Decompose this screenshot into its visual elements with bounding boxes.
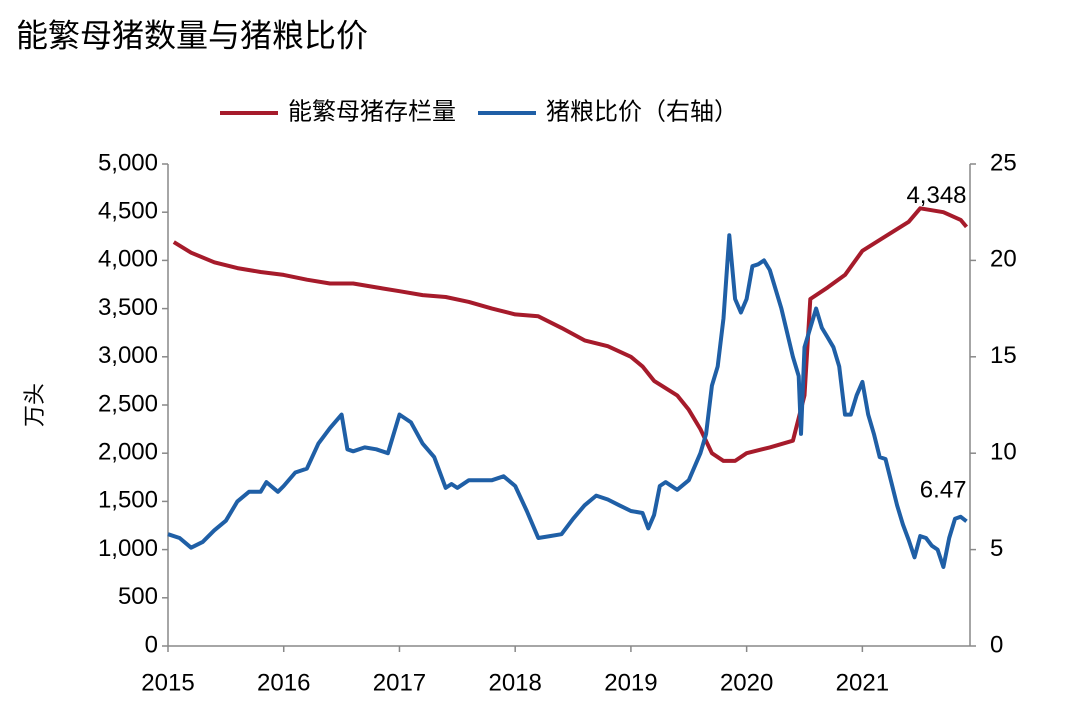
y2-tick-label: 0 [990, 631, 1003, 658]
y-tick-label: 3,000 [98, 342, 158, 369]
series-line [172, 206, 969, 463]
y2-tick-label: 5 [990, 535, 1003, 562]
chart-title: 能繁母猪数量与猪粮比价 [16, 17, 368, 53]
series-line [167, 233, 968, 569]
x-tick-label: 2020 [720, 669, 773, 696]
y-axis-label: 万头 [22, 383, 47, 427]
y-tick-label: 1,000 [98, 535, 158, 562]
x-tick-label: 2015 [141, 669, 194, 696]
y2-tick-label: 20 [990, 246, 1017, 273]
end-label: 4,348 [906, 182, 966, 209]
y2-tick-label: 25 [990, 149, 1017, 176]
y2-tick-label: 10 [990, 439, 1017, 466]
y2-tick-label: 15 [990, 342, 1017, 369]
y-tick-label: 500 [118, 583, 158, 610]
y-tick-label: 0 [145, 631, 158, 658]
x-tick-label: 2018 [488, 669, 541, 696]
legend-label: 能繁母猪存栏量 [288, 98, 456, 125]
x-tick-label: 2019 [604, 669, 657, 696]
y-tick-label: 2,500 [98, 390, 158, 417]
y-tick-label: 1,500 [98, 487, 158, 514]
x-tick-label: 2017 [373, 669, 426, 696]
y-tick-label: 5,000 [98, 149, 158, 176]
y-tick-label: 3,500 [98, 294, 158, 321]
y-tick-label: 4,500 [98, 198, 158, 225]
x-tick-label: 2016 [257, 669, 310, 696]
legend-label: 猪粮比价（右轴） [546, 98, 738, 125]
y-tick-label: 4,000 [98, 246, 158, 273]
y-tick-label: 2,000 [98, 439, 158, 466]
end-label: 6.47 [920, 477, 967, 504]
x-tick-label: 2021 [836, 669, 889, 696]
